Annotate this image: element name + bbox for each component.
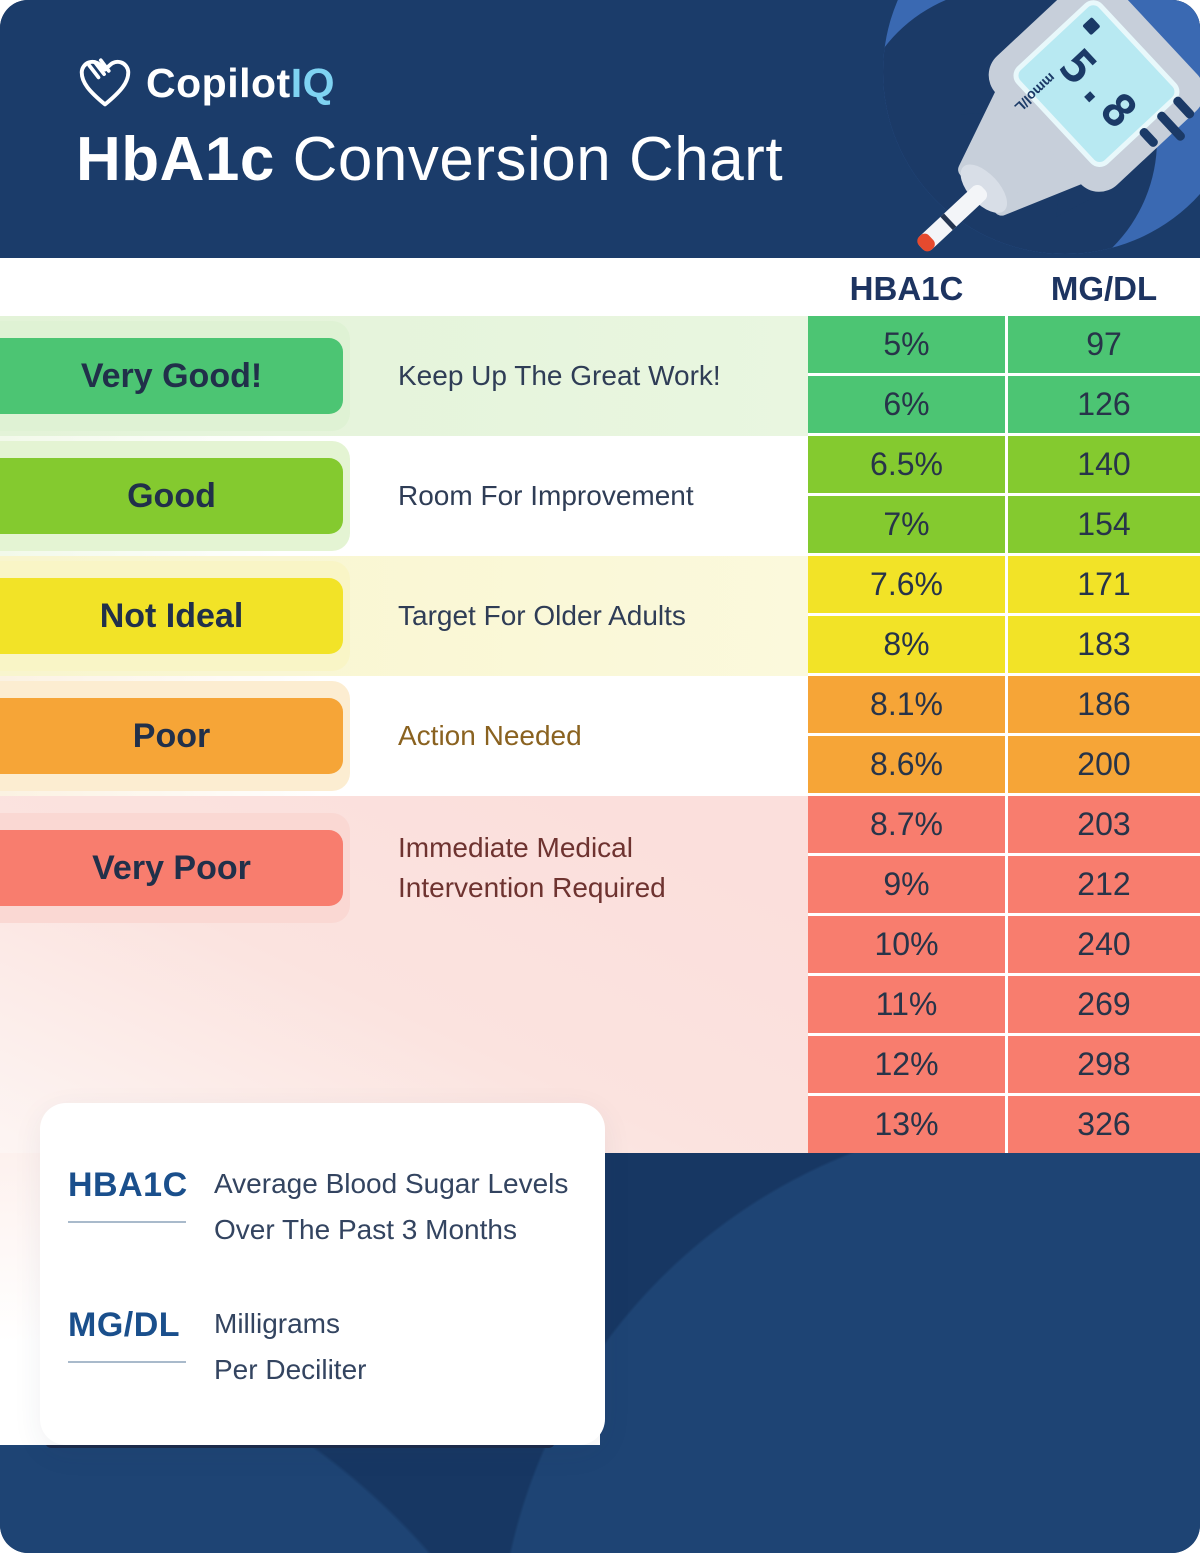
table-cell: 326: [1008, 1096, 1200, 1153]
description-text: Keep Up The Great Work!: [398, 360, 721, 391]
legend-term-block: MG/DL: [68, 1301, 210, 1363]
heart-logo-icon: [76, 56, 134, 110]
description-text: Target For Older Adults: [398, 600, 686, 631]
category-badge-good: Good: [0, 458, 343, 534]
legend-term-block: HBA1C: [68, 1161, 210, 1223]
badge-label: Good: [127, 476, 216, 515]
title-rest: Conversion Chart: [274, 125, 784, 194]
table-cell: 183: [1008, 616, 1200, 673]
table-cell: 171: [1008, 556, 1200, 613]
table-header-mgdl: MG/DL: [1050, 270, 1158, 307]
category-badge-poor: Poor: [0, 698, 343, 774]
legend-card: HBA1C Average Blood Sugar Levels Over Th…: [40, 1103, 605, 1445]
legend-item-hba1c: HBA1C Average Blood Sugar Levels Over Th…: [68, 1161, 568, 1253]
badge-label: Not Ideal: [99, 596, 244, 635]
table-cell: 240: [1008, 916, 1200, 973]
category-description-very-poor: Immediate Medical Intervention Required: [398, 806, 798, 930]
table-cell: 10%: [808, 916, 1005, 973]
table-cell: 200: [1008, 736, 1200, 793]
legend-definition: Milligrams Per Deciliter: [214, 1301, 366, 1393]
legend-term: HBA1C: [68, 1166, 188, 1204]
table-cell: 298: [1008, 1036, 1200, 1093]
table-cell: 8%: [808, 616, 1005, 673]
table-cell: 203: [1008, 796, 1200, 853]
table-cell: 212: [1008, 856, 1200, 913]
category-badge-not-ideal: Not Ideal: [0, 578, 343, 654]
legend-definition-line2: Per Deciliter: [214, 1354, 367, 1385]
table-cell: 11%: [808, 976, 1005, 1033]
table-cell: 6.5%: [808, 436, 1005, 493]
table-cell: 154: [1008, 496, 1200, 553]
legend-underline: [68, 1221, 186, 1223]
table-cell: 5%: [808, 316, 1005, 373]
table-cell: 8.1%: [808, 676, 1005, 733]
page-title: HbA1c Conversion Chart: [76, 124, 783, 195]
glucometer: 5.8 mmol/L: [917, 0, 1200, 252]
category-badge-very-good: Very Good!: [0, 338, 343, 414]
legend-term: MG/DL: [68, 1306, 181, 1344]
description-text: Room For Improvement: [398, 480, 694, 511]
category-description-very-good: Keep Up The Great Work!: [398, 316, 798, 436]
table-cell: 6%: [808, 376, 1005, 433]
badge-label: Very Poor: [92, 848, 251, 887]
legend-definition-line1: Average Blood Sugar Levels: [214, 1168, 569, 1199]
table-cell: 126: [1008, 376, 1200, 433]
legend-definition: Average Blood Sugar Levels Over The Past…: [214, 1161, 568, 1253]
header-banner: CopilotIQ HbA1c Conversion Chart: [0, 0, 1200, 258]
title-bold: HbA1c: [76, 125, 275, 194]
table-cell: 8.7%: [808, 796, 1005, 853]
category-badge-very-poor: Very Poor: [0, 830, 343, 906]
table-cell: 186: [1008, 676, 1200, 733]
legend-definition-line1: Milligrams: [214, 1308, 340, 1339]
legend-underline: [68, 1361, 186, 1363]
table-cell: 7%: [808, 496, 1005, 553]
logo-wordmark: CopilotIQ: [146, 60, 335, 107]
conversion-table: 5% 97 6% 126 6.5% 140 7% 154 7.6% 171 8%…: [808, 316, 1200, 1153]
copilotiq-logo: CopilotIQ: [76, 56, 335, 110]
table-cell: 7.6%: [808, 556, 1005, 613]
description-text-line2: Intervention Required: [398, 872, 666, 903]
logo-brand-accent: IQ: [290, 59, 335, 106]
legend-definition-line2: Over The Past 3 Months: [214, 1214, 517, 1245]
glucose-meter-illustration: 5.8 mmol/L: [883, 0, 1200, 254]
badge-label: Very Good!: [80, 356, 263, 395]
table-header-hba1c: HBA1C: [849, 270, 964, 307]
description-text-line1: Immediate Medical: [398, 832, 633, 863]
category-description-not-ideal: Target For Older Adults: [398, 556, 798, 676]
category-description-poor: Action Needed: [398, 676, 798, 796]
logo-brand: Copilot: [146, 59, 291, 106]
table-cell: 8.6%: [808, 736, 1005, 793]
table-cell: 13%: [808, 1096, 1005, 1153]
table-cell: 97: [1008, 316, 1200, 373]
description-text: Action Needed: [398, 720, 582, 751]
badge-label: Poor: [132, 716, 211, 755]
table-cell: 12%: [808, 1036, 1005, 1093]
table-cell: 269: [1008, 976, 1200, 1033]
table-cell: 140: [1008, 436, 1200, 493]
category-description-good: Room For Improvement: [398, 436, 798, 556]
legend-item-mgdl: MG/DL Milligrams Per Deciliter: [68, 1301, 366, 1393]
table-cell: 9%: [808, 856, 1005, 913]
